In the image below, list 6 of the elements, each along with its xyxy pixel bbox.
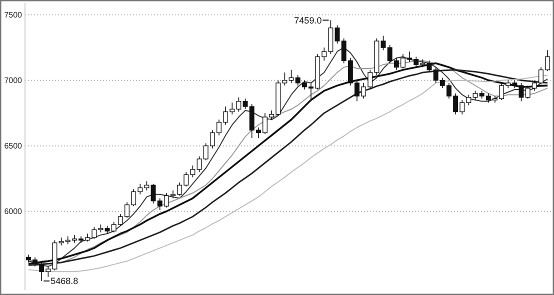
annotation: 5468.8 (50, 276, 78, 286)
y-tick-label: 7000 (4, 76, 23, 85)
y-tick-label: 7500 (4, 10, 23, 20)
y-tick-label: 6000 (4, 206, 23, 216)
y-tick-label: 6500 (4, 141, 23, 150)
annotation: 7459.0 (294, 15, 322, 26)
